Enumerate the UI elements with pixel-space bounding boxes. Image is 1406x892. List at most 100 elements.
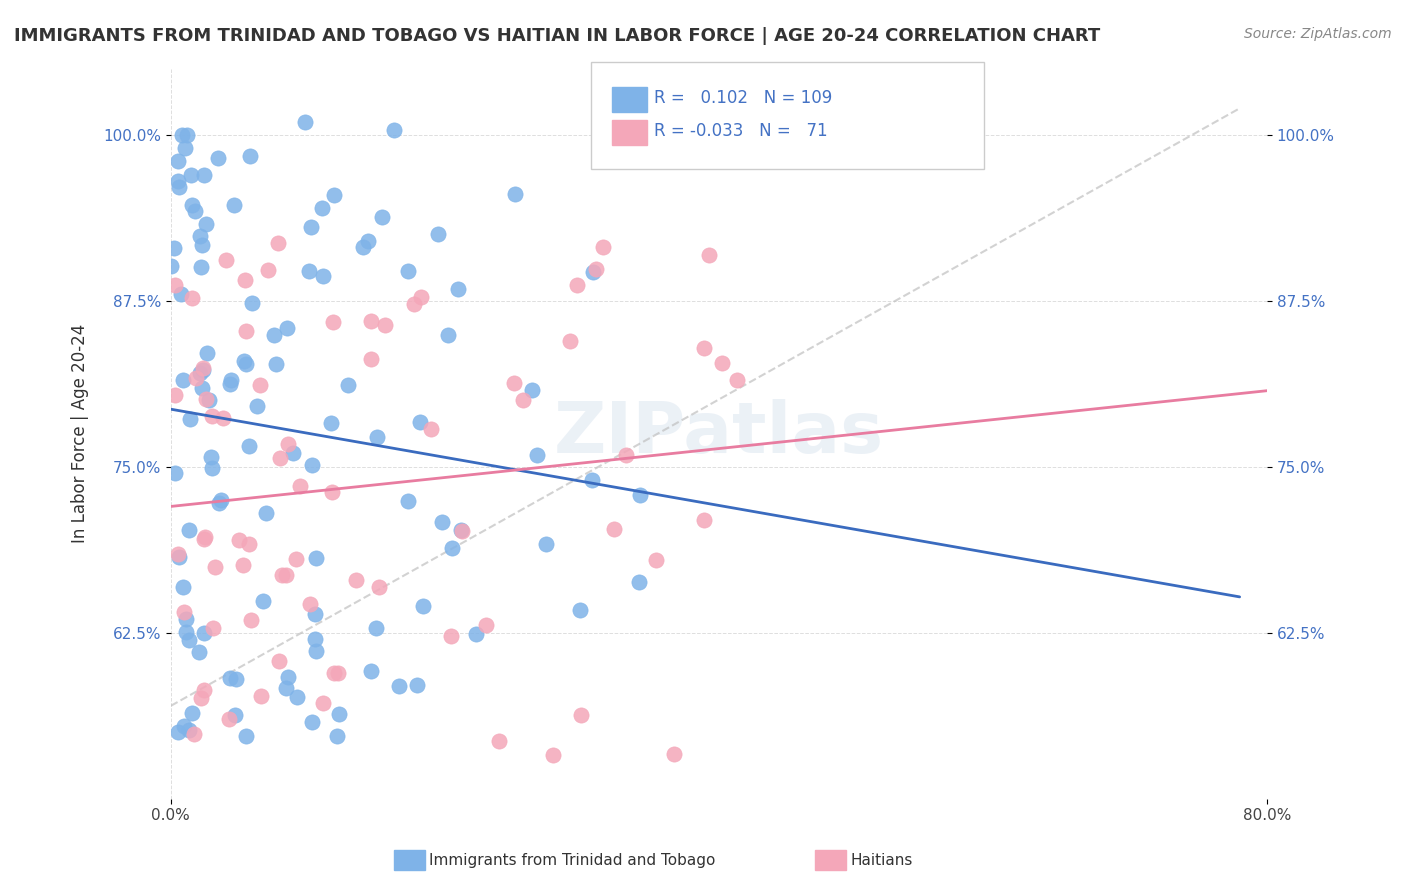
Point xyxy=(173,141,195,155)
Point xyxy=(183,727,205,741)
Point xyxy=(373,318,395,332)
Text: Source: ZipAtlas.com: Source: ZipAtlas.com xyxy=(1244,27,1392,41)
Point xyxy=(238,536,260,550)
Point xyxy=(204,559,226,574)
Point xyxy=(190,691,212,706)
Point xyxy=(233,273,256,287)
Point xyxy=(297,264,319,278)
Point xyxy=(558,334,581,348)
Point xyxy=(163,241,186,255)
Point xyxy=(288,479,311,493)
Point xyxy=(520,384,543,398)
Point xyxy=(396,264,419,278)
Point xyxy=(193,626,215,640)
Point xyxy=(167,547,190,561)
Point xyxy=(195,217,218,231)
Point xyxy=(285,690,308,704)
Point xyxy=(276,568,298,582)
Point xyxy=(194,392,217,406)
Point xyxy=(215,253,238,268)
Point xyxy=(628,488,651,502)
Text: R = -0.033   N =   71: R = -0.033 N = 71 xyxy=(654,122,827,140)
Point xyxy=(250,689,273,703)
Point xyxy=(368,580,391,594)
Point xyxy=(569,603,592,617)
Point xyxy=(304,607,326,622)
Point xyxy=(166,154,188,169)
Point xyxy=(263,327,285,342)
Point xyxy=(710,356,733,370)
Point xyxy=(193,168,215,182)
Point xyxy=(188,367,211,381)
Point xyxy=(201,621,224,635)
Point xyxy=(188,228,211,243)
Point xyxy=(219,377,242,392)
Point xyxy=(172,373,194,387)
Point xyxy=(235,729,257,743)
Point xyxy=(238,439,260,453)
Point xyxy=(191,360,214,375)
Point xyxy=(240,296,263,310)
Point xyxy=(270,568,292,582)
Point xyxy=(328,666,350,681)
Point xyxy=(305,551,328,566)
Point xyxy=(201,409,224,423)
Point xyxy=(440,629,463,643)
Text: Haitians: Haitians xyxy=(851,854,912,868)
Point xyxy=(180,706,202,721)
Point xyxy=(232,558,254,573)
Point xyxy=(322,315,344,329)
Point xyxy=(233,354,256,368)
Point xyxy=(191,381,214,395)
Point xyxy=(298,597,321,611)
Point xyxy=(190,238,212,252)
Point xyxy=(693,513,716,527)
Point xyxy=(172,580,194,594)
Point xyxy=(356,234,378,248)
Point xyxy=(437,328,460,343)
Point xyxy=(396,494,419,508)
Point xyxy=(269,450,291,465)
Point xyxy=(301,458,323,473)
Point xyxy=(294,115,316,129)
Text: IMMIGRANTS FROM TRINIDAD AND TOBAGO VS HAITIAN IN LABOR FORCE | AGE 20-24 CORREL: IMMIGRANTS FROM TRINIDAD AND TOBAGO VS H… xyxy=(14,27,1101,45)
Point xyxy=(249,377,271,392)
Point xyxy=(183,204,205,219)
Point xyxy=(235,325,257,339)
Point xyxy=(366,430,388,444)
Point xyxy=(180,168,202,182)
Point xyxy=(451,524,474,538)
Point xyxy=(228,533,250,547)
Point xyxy=(322,187,344,202)
Point xyxy=(188,644,211,658)
Point xyxy=(592,239,614,253)
Point xyxy=(193,532,215,546)
Point xyxy=(301,714,323,729)
Point xyxy=(565,277,588,292)
Point xyxy=(163,388,186,402)
Point xyxy=(177,524,200,538)
Point xyxy=(440,541,463,555)
Point xyxy=(170,286,193,301)
Point xyxy=(366,621,388,635)
Point xyxy=(662,747,685,761)
Point xyxy=(176,128,198,142)
Point xyxy=(420,422,443,436)
Text: R =   0.102   N = 109: R = 0.102 N = 109 xyxy=(654,89,832,107)
Point xyxy=(264,358,287,372)
Point xyxy=(360,665,382,679)
Point xyxy=(352,240,374,254)
Point xyxy=(336,378,359,392)
Point xyxy=(541,747,564,762)
Point xyxy=(212,410,235,425)
Point xyxy=(699,248,721,262)
Point xyxy=(239,149,262,163)
Point xyxy=(195,346,218,360)
Point xyxy=(360,351,382,366)
Point xyxy=(208,495,231,509)
Point xyxy=(173,605,195,619)
Point xyxy=(277,437,299,451)
Point xyxy=(526,448,548,462)
Point xyxy=(174,624,197,639)
Point xyxy=(512,392,534,407)
